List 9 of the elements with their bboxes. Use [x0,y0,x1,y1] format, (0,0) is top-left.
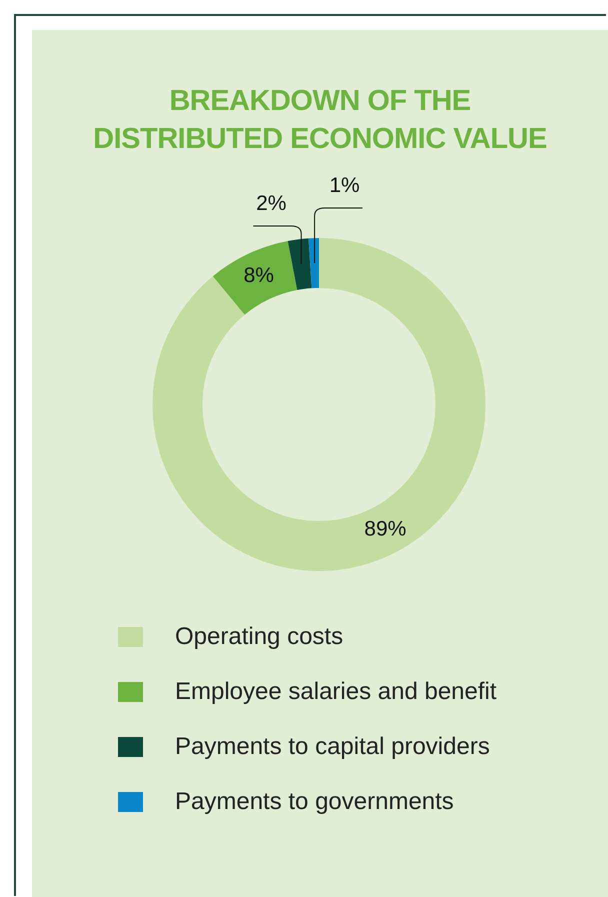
legend-label: Employee salaries and benefit [175,678,497,706]
data-label: 8% [244,264,274,288]
data-label: 89% [364,517,406,540]
legend-label: Payments to capital providers [175,732,490,760]
legend-label: Operating costs [175,622,344,650]
legend-label: Payments to governments [175,788,454,816]
chart-title: BREAKDOWN OF THE DISTRIBUTED ECONOMIC VALUE [92,84,548,157]
data-label: 2% [256,192,286,215]
data-label: 1% [329,174,360,197]
